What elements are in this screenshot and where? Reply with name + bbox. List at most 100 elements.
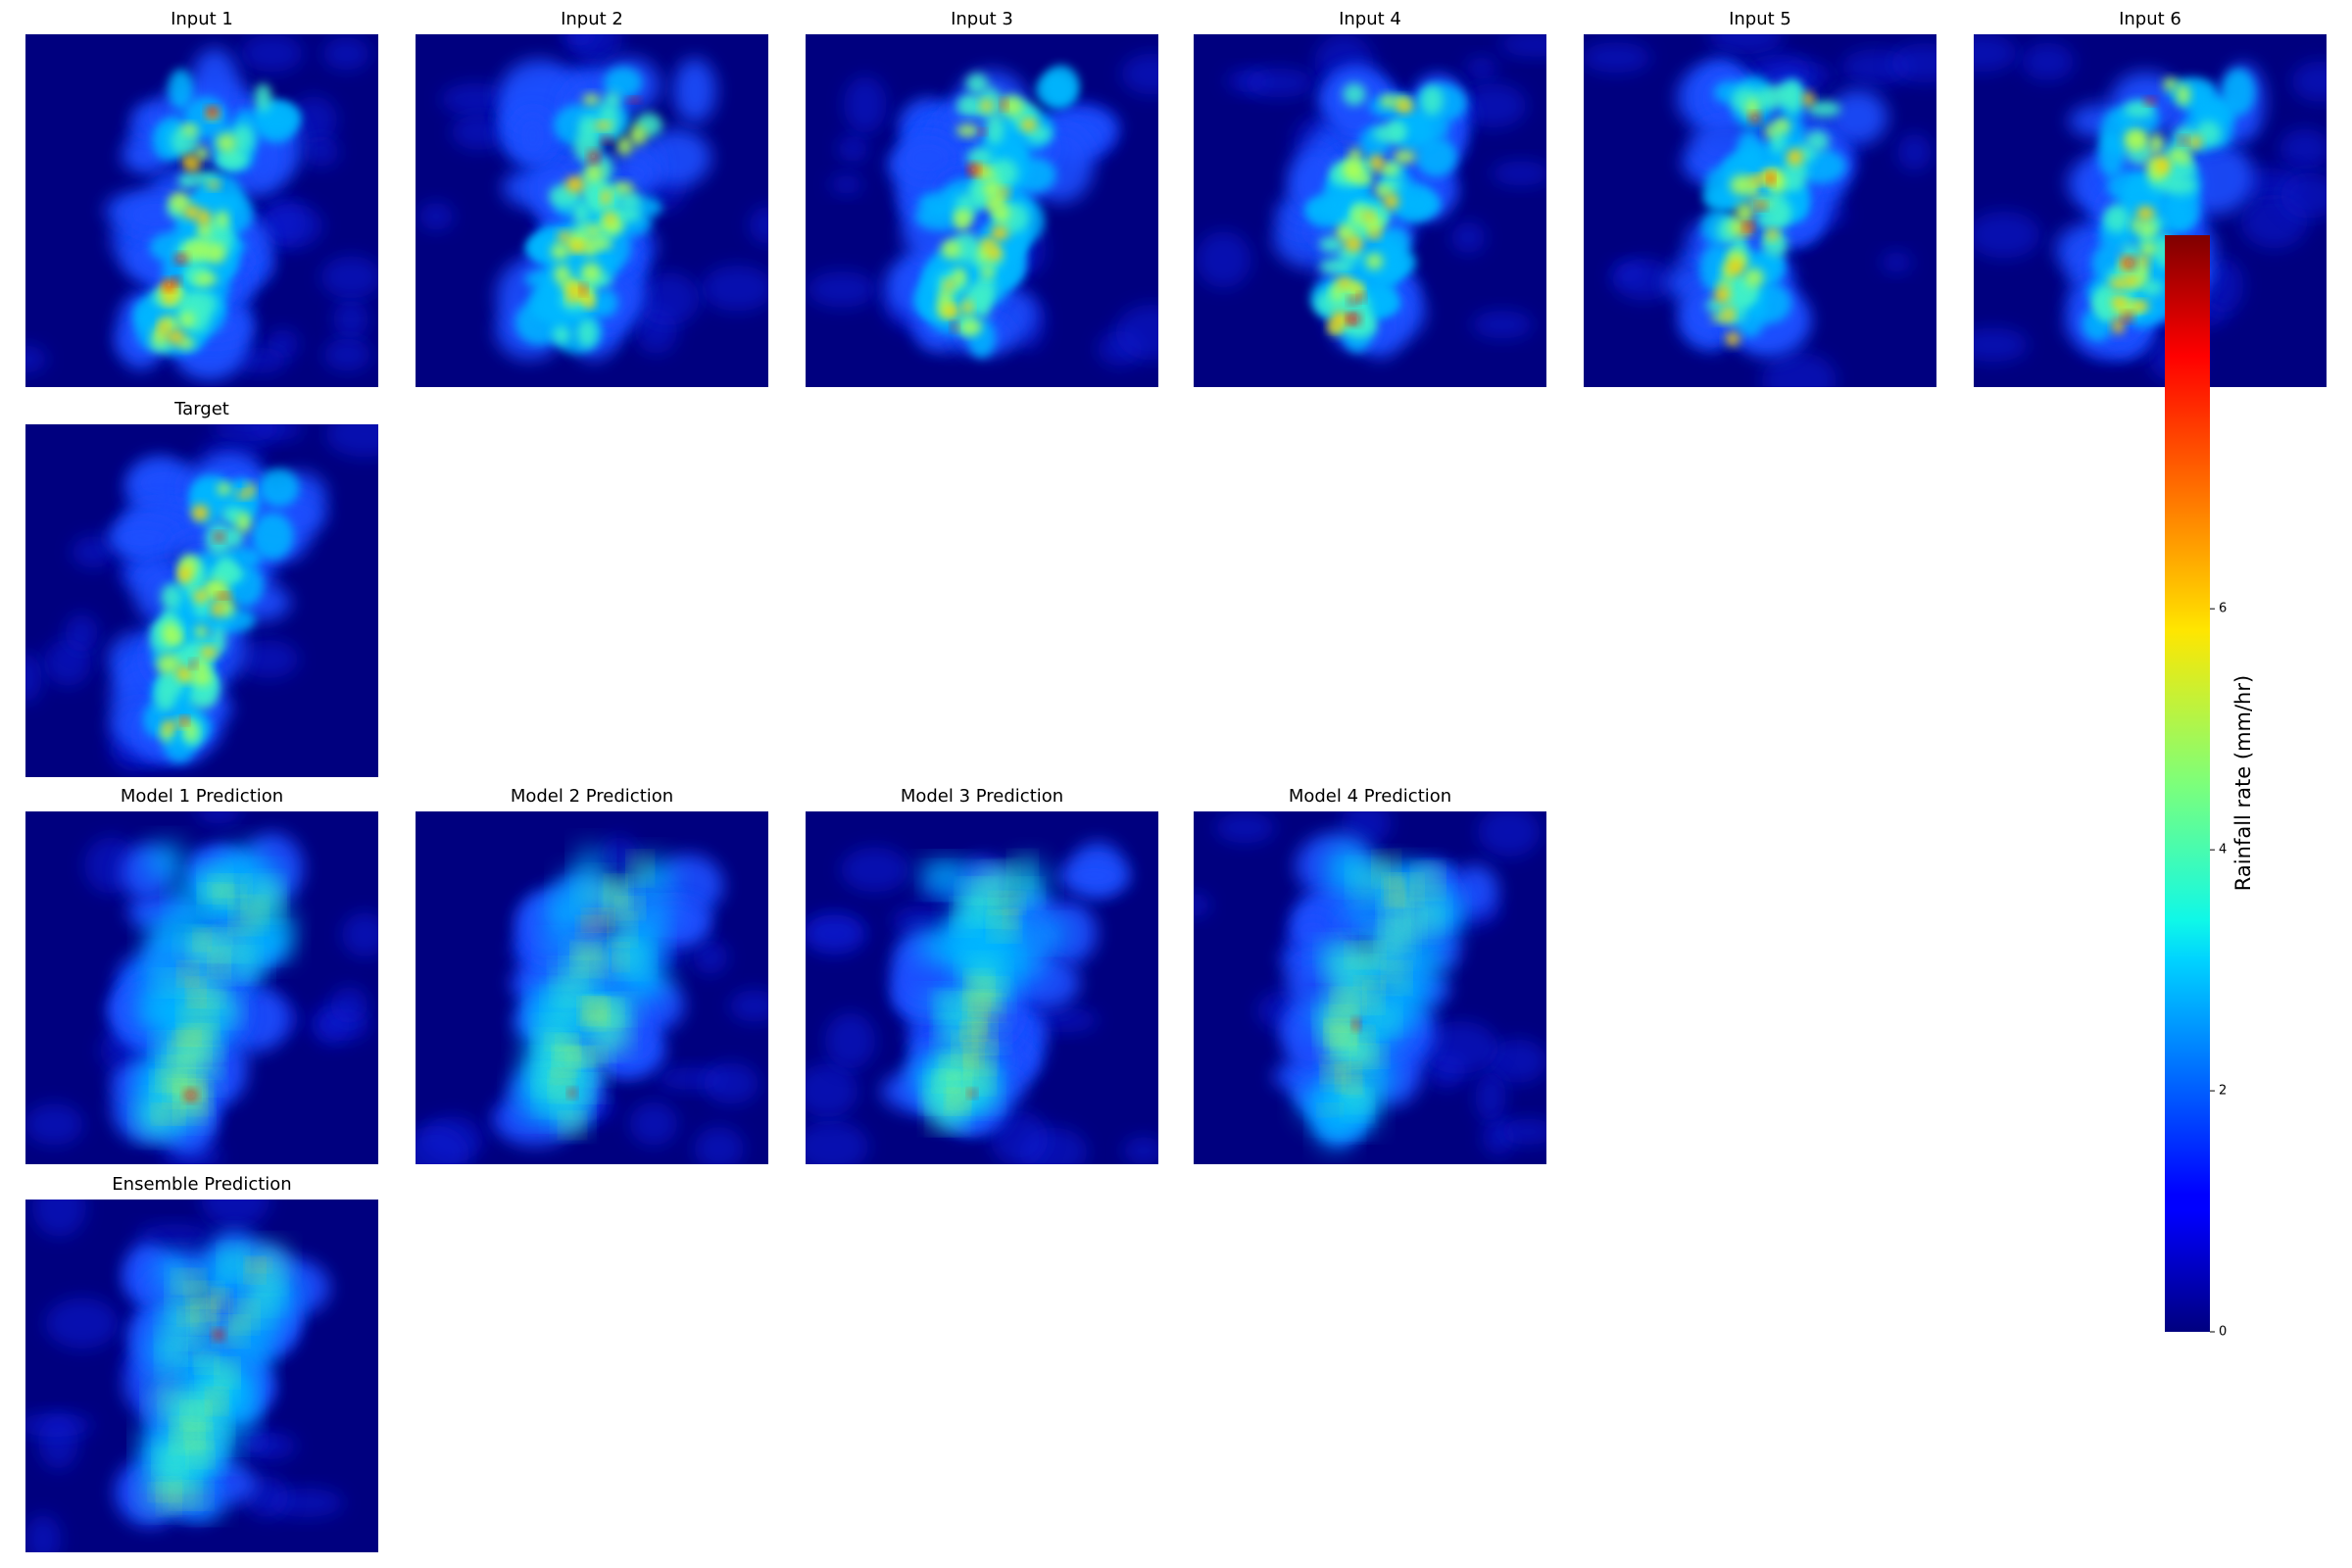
rain-cell [544,937,571,961]
rain-cell [188,687,217,710]
rain-cell [577,318,598,348]
panel-title: Input 1 [171,9,233,29]
rain-cell [806,913,866,956]
rain-cell [177,1040,202,1059]
rain-cell [997,897,1017,909]
rain-cell [329,986,368,1024]
rain-cell [955,214,970,231]
rain-cell [979,906,1011,921]
rain-cell [980,100,993,112]
rain-cell [1367,989,1380,1006]
rain-cell [1346,236,1362,252]
panel-title: Model 1 Prediction [121,786,283,807]
rain-cell [551,242,569,260]
rain-cell [951,322,958,331]
rain-cell [254,83,272,113]
rain-cell [1115,304,1158,361]
rain-cell [576,292,590,302]
rain-cell [962,300,972,316]
rain-cell [332,299,369,339]
rain-cell [190,660,197,667]
rain-cell [1388,968,1405,988]
rain-cell [616,191,642,210]
rain-cell [1498,34,1546,57]
rain-cell [2291,61,2327,103]
rain-cell [1001,187,1010,197]
rain-cell [1373,123,1404,143]
rain-cell [1014,884,1036,903]
rain-cell [2139,279,2164,296]
rain-cell [1787,148,1803,166]
rain-cell [579,951,599,969]
rain-cell [1748,175,1766,184]
rain-cell [196,210,212,225]
rain-cell [568,241,586,252]
rain-cell [210,1440,237,1465]
rain-cell [563,977,591,998]
rain-cell [1761,352,1838,387]
rain-cell [207,887,226,900]
rain-cell [220,1323,241,1341]
heatmap [25,34,378,387]
tick-label: 0 [2219,1325,2227,1340]
rain-cell [252,1247,286,1281]
rain-cell [219,598,235,617]
rain-cell [252,886,275,912]
rain-cell [232,123,254,155]
rain-cell [1343,82,1366,106]
rain-cell [947,1000,981,1017]
rain-cell [944,279,956,290]
rain-cell [1361,960,1390,976]
rain-cell [155,682,176,712]
rain-cell [186,941,220,959]
rain-cell [178,1032,195,1043]
rain-cell [582,93,601,106]
rain-cell [1373,184,1393,198]
rain-cell [2123,313,2133,321]
rain-cell [216,132,237,153]
rain-cell [195,811,242,824]
rain-cell [985,112,1004,145]
rain-cell [1782,158,1808,190]
rain-cell [568,1089,576,1098]
rain-cell [177,1425,197,1446]
rain-cell [844,75,887,134]
rain-cell [162,295,176,305]
rain-cell [562,34,598,47]
rain-cell [1450,220,1486,254]
rain-cell [597,104,619,137]
rain-cell [1419,870,1438,891]
rain-cell [610,882,622,903]
rain-cell [159,318,169,336]
rain-cell [729,990,768,1022]
rain-cell [192,670,213,686]
rain-cell [302,135,340,168]
rain-cell [178,1345,209,1360]
rain-cell [941,239,961,260]
rain-cell [1014,858,1031,879]
rain-cell [600,836,638,876]
rain-cell [236,1307,253,1327]
rain-cell [169,1311,202,1339]
rain-cell [187,1407,205,1424]
rain-cell [181,123,198,135]
rain-cell [216,210,229,228]
rain-cell [320,256,378,299]
tick-label: 4 [2219,843,2227,858]
rain-cell [965,147,994,168]
rain-cell [194,624,208,638]
rain-cell [616,136,633,156]
rain-cell [1194,893,1211,917]
rain-cell [629,97,640,103]
rain-cell [208,181,220,190]
rain-cell [179,1274,199,1289]
rain-cell [513,110,553,163]
rain-cell [1353,284,1363,296]
rain-cell [122,139,164,173]
rain-cell [207,107,218,117]
rain-cell [416,1125,470,1164]
rain-cell [1974,34,2018,73]
panel-title: Model 2 Prediction [511,786,673,807]
tick-label: 6 [2219,602,2227,616]
heatmap [1974,34,2327,387]
